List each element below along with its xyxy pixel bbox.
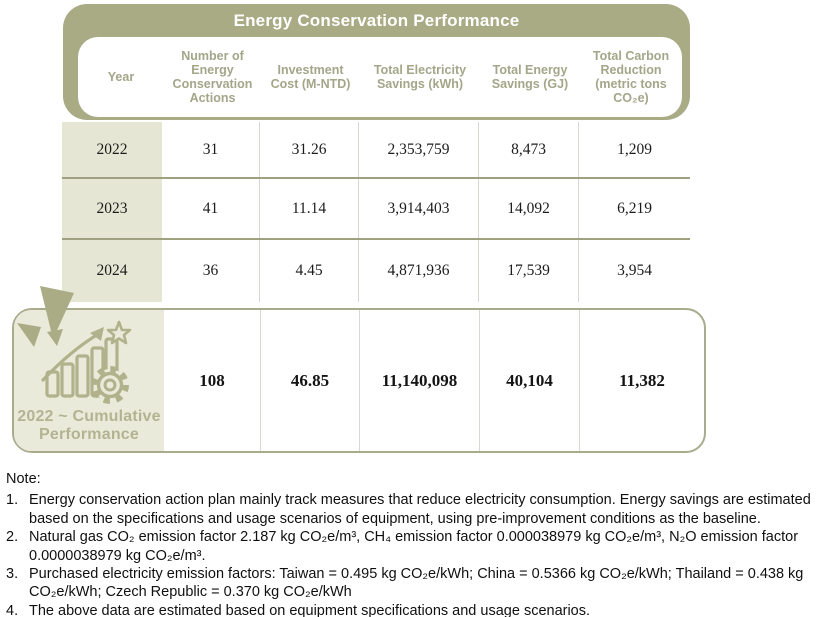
column-header-energy: Total Energy Savings (GJ) [491,63,569,91]
table-row-2023: 2023 41 11.14 3,914,403 14,092 6,219 [62,179,690,240]
column-header-row: Year Number of Energy Conservation Actio… [78,37,682,117]
emphasis-burst-icon [17,286,74,347]
column-header-investment: Investment Cost (M-NTD) [270,63,351,91]
table-header-container: Energy Conservation Performance Year Num… [63,4,690,120]
cumulative-actions: 108 [199,370,225,390]
note-text: Energy conservation action plan mainly t… [29,492,811,527]
notes-section: Note: 1. Energy conservation action plan… [6,470,826,617]
cumulative-energy: 40,104 [479,310,579,451]
actions-cell: 36 [202,262,219,279]
cumulative-investment: 46.85 [260,310,359,451]
year-cell: 2024 [62,240,162,302]
note-item-4: 4. The above data are estimated based on… [6,602,826,617]
carbon-cell: 1,209 [578,122,690,177]
energy-cell: 14,092 [478,179,578,238]
note-item-1: 1. Energy conservation action plan mainl… [6,491,826,528]
cumulative-label: 2022 ~ Cumulative Performance [17,408,161,444]
investment-cell: 31.26 [259,122,358,177]
cumulative-label-area: 2022 ~ Cumulative Performance [14,310,164,451]
note-number: 1. [6,492,19,509]
growth-chart-star-gear-icon [41,320,132,404]
note-number: 4. [6,602,19,617]
table-row-2022: 2022 31 31.26 2,353,759 8,473 1,209 [62,122,690,179]
table-title: Energy Conservation Performance [233,11,520,30]
note-item-2: 2. Natural gas CO₂ emission factor 2.187… [6,528,826,565]
carbon-cell: 6,219 [578,179,690,238]
note-text: Purchased electricity emission factors: … [29,566,804,601]
electricity-cell: 4,871,936 [358,240,478,302]
energy-cell: 8,473 [478,122,578,177]
table-body: 2022 31 31.26 2,353,759 8,473 1,209 2023… [62,122,690,302]
year-cell: 2022 [62,122,162,177]
investment-cell: 4.45 [259,240,358,302]
actions-cell: 31 [202,140,219,158]
note-number: 3. [6,566,19,583]
carbon-cell: 3,954 [578,240,690,302]
note-item-3: 3. Purchased electricity emission factor… [6,565,826,602]
electricity-cell: 3,914,403 [358,179,478,238]
energy-cell: 17,539 [478,240,578,302]
table-row-2024: 2024 36 4.45 4,871,936 17,539 3,954 [62,240,690,302]
note-text: The above data are estimated based on eq… [29,602,591,617]
electricity-cell: 2,353,759 [358,122,478,177]
note-text: Natural gas CO₂ emission factor 2.187 kg… [29,529,799,564]
year-cell: 2023 [62,179,162,238]
note-number: 2. [6,529,19,546]
cumulative-row: 2022 ~ Cumulative Performance 108 46.85 … [12,308,706,453]
notes-heading: Note: [6,471,41,487]
investment-cell: 11.14 [259,179,358,238]
column-header-year: Year [107,70,135,84]
column-header-carbon: Total Carbon Reduction (metric tons CO₂e… [592,49,670,105]
actions-cell: 41 [202,199,219,217]
column-header-actions: Number of Energy Conservation Actions [172,49,253,105]
cumulative-electricity: 11,140,098 [359,310,479,451]
column-header-electricity: Total Electricity Savings (kWh) [373,63,467,91]
cumulative-values: 108 46.85 11,140,098 40,104 11,382 [164,310,704,451]
cumulative-carbon: 11,382 [579,310,704,451]
